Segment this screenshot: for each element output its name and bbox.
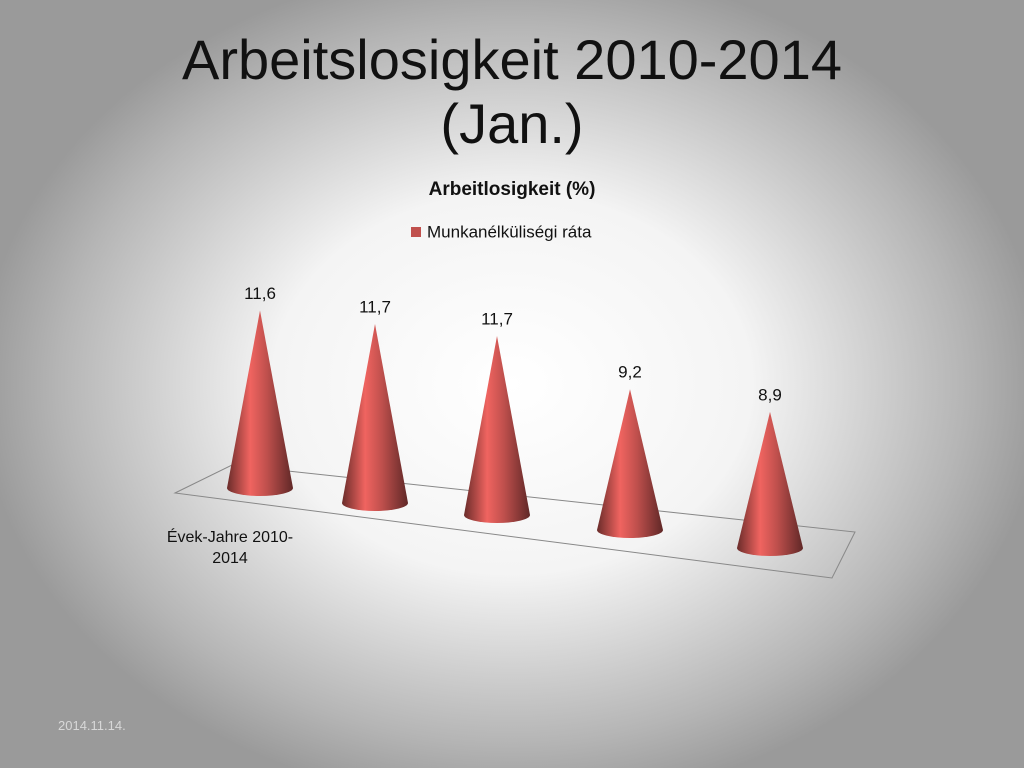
cone bbox=[737, 411, 803, 556]
floor bbox=[173, 464, 856, 579]
value-label: 11,6 bbox=[244, 284, 276, 303]
value-label: 8,9 bbox=[758, 385, 782, 404]
x-axis-label: Évek-Jahre 2010-2014 bbox=[166, 529, 294, 567]
cone-body bbox=[737, 411, 803, 556]
value-label: 11,7 bbox=[481, 309, 513, 328]
cone-body bbox=[464, 335, 530, 523]
cone-body bbox=[227, 310, 293, 496]
date: 2014.11.14. bbox=[58, 718, 126, 733]
cone-body bbox=[597, 389, 663, 538]
value-label: 9,2 bbox=[618, 363, 642, 382]
cone bbox=[464, 335, 530, 523]
cone bbox=[342, 323, 408, 511]
cone bbox=[227, 310, 293, 496]
value-label: 11,7 bbox=[359, 297, 391, 316]
slide-title: Arbeitslosigkeit 2010-2014 (Jan.) bbox=[182, 28, 842, 155]
chart-title: Arbeitlosigkeit (%) bbox=[429, 179, 596, 200]
cone-body bbox=[342, 323, 408, 511]
legend-label: Munkanélküliségi ráta bbox=[427, 222, 592, 241]
legend-swatch bbox=[411, 227, 421, 237]
cone bbox=[597, 389, 663, 538]
